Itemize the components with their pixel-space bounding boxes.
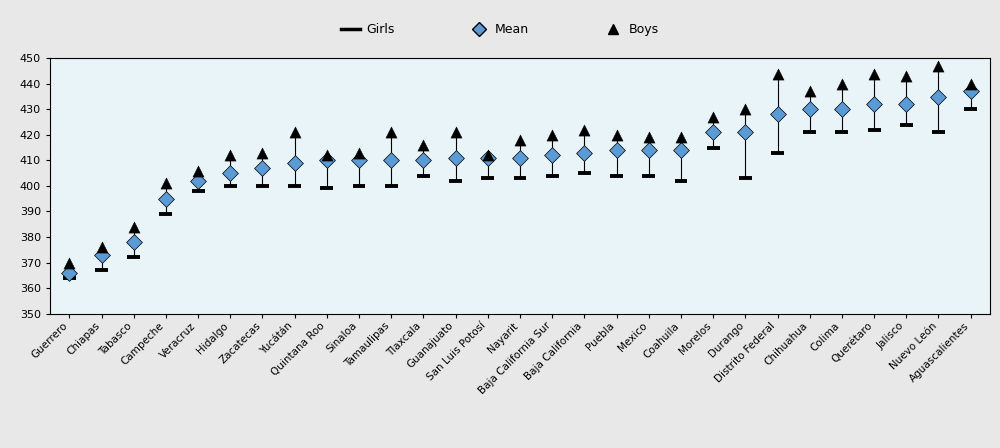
- Point: [544, 131, 560, 138]
- Point: [383, 129, 399, 136]
- Point: [415, 142, 431, 149]
- Point: [802, 106, 818, 113]
- Point: [609, 131, 625, 138]
- Point: [737, 129, 753, 136]
- Point: [222, 170, 238, 177]
- Point: [609, 146, 625, 154]
- Point: [834, 106, 850, 113]
- Point: [222, 152, 238, 159]
- Point: [254, 164, 270, 172]
- Point: [480, 154, 496, 161]
- Point: [126, 223, 142, 230]
- Point: [480, 152, 496, 159]
- Point: [802, 88, 818, 95]
- Point: [898, 101, 914, 108]
- Point: [544, 152, 560, 159]
- Point: [770, 111, 786, 118]
- Point: [126, 238, 142, 246]
- Point: [94, 251, 110, 258]
- Point: [319, 152, 335, 159]
- Point: [61, 259, 77, 266]
- Point: [930, 62, 946, 69]
- Point: [770, 70, 786, 77]
- Point: [254, 149, 270, 156]
- Point: [705, 113, 721, 121]
- Point: [866, 70, 882, 77]
- Point: [866, 101, 882, 108]
- Point: [287, 159, 303, 167]
- Point: [383, 157, 399, 164]
- Point: [351, 149, 367, 156]
- Point: [61, 269, 77, 276]
- Point: [158, 195, 174, 202]
- Point: [94, 244, 110, 251]
- Point: [898, 73, 914, 80]
- Point: [576, 149, 592, 156]
- Legend: Girls, Mean, Boys: Girls, Mean, Boys: [336, 18, 664, 41]
- Point: [576, 126, 592, 134]
- Point: [319, 157, 335, 164]
- Point: [673, 146, 689, 154]
- Point: [930, 93, 946, 100]
- Point: [415, 157, 431, 164]
- Point: [673, 134, 689, 141]
- Point: [512, 136, 528, 143]
- Point: [448, 129, 464, 136]
- Point: [963, 80, 979, 87]
- Point: [190, 167, 206, 174]
- Point: [512, 154, 528, 161]
- Point: [705, 129, 721, 136]
- Point: [641, 146, 657, 154]
- Point: [158, 180, 174, 187]
- Point: [351, 157, 367, 164]
- Point: [190, 177, 206, 185]
- Point: [737, 106, 753, 113]
- Point: [287, 129, 303, 136]
- Point: [834, 80, 850, 87]
- Point: [963, 88, 979, 95]
- Point: [448, 154, 464, 161]
- Point: [641, 134, 657, 141]
